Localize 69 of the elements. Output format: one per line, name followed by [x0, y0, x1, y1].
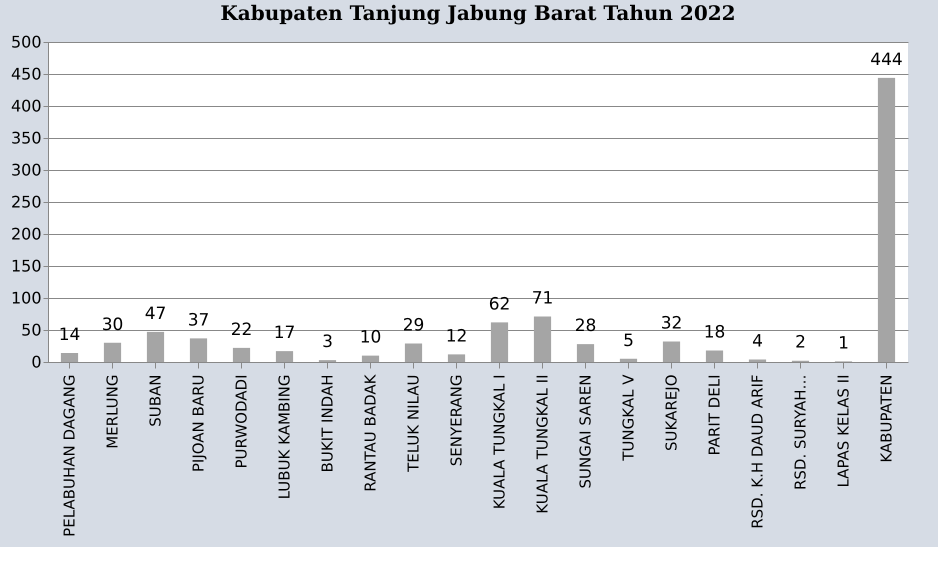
x-tick-label: PELABUHAN DAGANG: [60, 374, 78, 537]
data-label: 12: [446, 326, 468, 346]
bar: [404, 343, 422, 362]
bar: [190, 338, 208, 362]
y-tick-label: 100: [10, 288, 42, 308]
data-label: 71: [532, 288, 554, 309]
data-label: 47: [144, 304, 166, 324]
data-label: 37: [188, 310, 210, 330]
data-label: 5: [623, 330, 634, 351]
bar: [60, 353, 78, 362]
x-tick-label: LAPAS KELAS II: [834, 374, 852, 488]
x-tick-label: SUNGAI SAREN: [576, 374, 594, 488]
x-tick-label: RSD. K.H DAUD ARIF: [748, 374, 766, 529]
data-label: 17: [274, 323, 296, 344]
x-tick-label: KUALA TUNGKAL I: [490, 374, 508, 510]
data-label: 2: [795, 332, 806, 353]
x-tick-label: SUBAN: [146, 374, 164, 427]
y-tick-label: 400: [10, 96, 42, 116]
data-label: 18: [704, 322, 726, 342]
data-label: 1: [838, 333, 849, 354]
data-label: 14: [58, 325, 80, 346]
x-tick-label: BUKIT INDAH: [318, 374, 336, 472]
data-label: 62: [488, 294, 510, 314]
bar: [662, 342, 680, 362]
x-tick-label: SUKAREJO: [662, 374, 680, 451]
data-label: 22: [230, 320, 252, 340]
bar: [878, 78, 896, 362]
data-label: 28: [574, 316, 596, 336]
bar: [276, 351, 294, 362]
x-tick-label: RSD. SURYAH…: [792, 374, 810, 490]
bar: [104, 342, 122, 362]
data-label: 10: [360, 328, 382, 348]
data-label: 444: [870, 50, 903, 70]
y-tick-label: 50: [21, 320, 42, 340]
bar: [748, 359, 766, 362]
y-tick-label: 350: [10, 128, 42, 148]
chart-title: Kabupaten Tanjung Jabung Barat Tahun 2022: [220, 1, 736, 25]
x-tick-label: LUBUK KAMBING: [276, 374, 294, 500]
x-tick-label: KABUPATEN: [878, 374, 896, 463]
data-label: 32: [660, 314, 682, 334]
data-label: 29: [402, 315, 424, 336]
x-tick-label: MERLUNG: [104, 374, 122, 449]
x-tick-label: TELUK NILAU: [404, 374, 422, 473]
y-tick-label: 300: [10, 160, 42, 180]
x-tick-label: TUNGKAL V: [620, 374, 638, 462]
x-tick-label: SENYERANG: [448, 374, 466, 466]
bar: [576, 344, 594, 362]
y-tick-label: 0: [31, 352, 42, 372]
y-tick-label: 450: [10, 64, 42, 84]
data-label: 4: [752, 331, 763, 352]
bar: [146, 332, 164, 362]
x-tick-label: PARIT DELI: [706, 374, 724, 456]
x-tick-label: PIJOAN BARU: [190, 374, 208, 472]
y-tick-label: 250: [10, 192, 42, 212]
x-tick-label: RANTAU BADAK: [362, 373, 380, 492]
x-tick-label: PURWODADI: [232, 374, 250, 468]
bar: [362, 356, 380, 362]
bar: [706, 350, 724, 362]
bar: [448, 354, 466, 362]
data-label: 3: [322, 332, 333, 352]
y-tick-label: 200: [10, 224, 42, 244]
y-tick-label: 500: [10, 32, 42, 52]
bar: [534, 316, 552, 362]
data-label: 30: [102, 314, 124, 335]
x-tick-label: KUALA TUNGKAL II: [534, 374, 552, 514]
bar: [490, 322, 508, 362]
bar: [232, 348, 250, 362]
bar: [620, 358, 638, 362]
y-tick-label: 150: [10, 256, 42, 276]
